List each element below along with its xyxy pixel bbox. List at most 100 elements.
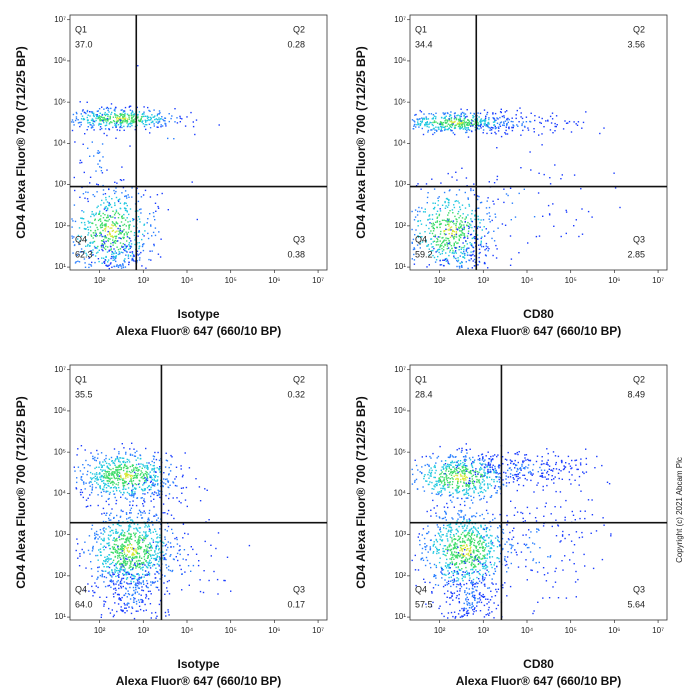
event-dot bbox=[139, 555, 141, 557]
event-dot bbox=[454, 126, 456, 128]
event-dot bbox=[568, 463, 570, 465]
event-dot bbox=[428, 214, 431, 216]
event-dot bbox=[547, 459, 549, 461]
event-dot bbox=[152, 465, 154, 467]
event-dot bbox=[156, 555, 159, 557]
event-dot bbox=[146, 477, 149, 480]
event-dot bbox=[443, 506, 446, 508]
event-dot bbox=[96, 114, 98, 116]
event-dot bbox=[443, 191, 446, 194]
event-dot bbox=[104, 585, 107, 588]
event-dot bbox=[122, 224, 124, 227]
event-dot bbox=[419, 247, 421, 249]
event-dot bbox=[123, 551, 125, 553]
event-dot bbox=[473, 484, 475, 487]
event-dot bbox=[108, 477, 110, 480]
event-dot bbox=[146, 561, 148, 564]
event-dot bbox=[173, 138, 175, 140]
event-dot bbox=[132, 552, 134, 554]
event-dot bbox=[455, 467, 458, 469]
event-dot bbox=[124, 117, 126, 120]
event-dot bbox=[146, 124, 148, 126]
event-dot bbox=[504, 120, 507, 122]
event-dot bbox=[132, 593, 134, 596]
event-dot bbox=[489, 466, 491, 469]
event-dot bbox=[109, 487, 112, 489]
x-tick-label: 10² bbox=[94, 626, 106, 635]
event-dot bbox=[492, 464, 494, 466]
event-dot bbox=[555, 463, 557, 466]
event-dot bbox=[145, 560, 147, 562]
event-dot bbox=[128, 540, 130, 542]
event-dot bbox=[447, 481, 449, 484]
event-dot bbox=[136, 578, 138, 581]
event-dot bbox=[467, 481, 470, 484]
event-dot bbox=[466, 131, 468, 133]
event-dot bbox=[453, 581, 455, 583]
event-dot bbox=[439, 253, 442, 255]
event-dot bbox=[505, 193, 508, 195]
event-dot bbox=[613, 172, 615, 174]
event-dot bbox=[478, 471, 480, 474]
event-dot bbox=[487, 463, 490, 465]
event-dot bbox=[614, 187, 617, 189]
event-dot bbox=[506, 123, 508, 125]
event-dot bbox=[102, 193, 105, 196]
event-dot bbox=[154, 227, 157, 229]
quadrant-percent: 2.85 bbox=[627, 249, 645, 259]
event-dot bbox=[150, 561, 152, 564]
event-dot bbox=[474, 471, 477, 474]
event-dot bbox=[100, 240, 103, 242]
event-dot bbox=[436, 457, 438, 459]
event-dot bbox=[445, 122, 447, 124]
event-dot bbox=[129, 122, 131, 125]
event-dot bbox=[114, 202, 116, 204]
event-dot bbox=[101, 480, 103, 482]
event-dot bbox=[87, 234, 89, 236]
event-dot bbox=[437, 249, 439, 251]
event-dot bbox=[498, 123, 501, 126]
event-dot bbox=[451, 471, 454, 473]
event-dot bbox=[490, 461, 492, 463]
event-dot bbox=[120, 599, 122, 601]
event-dot bbox=[432, 224, 434, 226]
event-dot bbox=[461, 204, 464, 206]
event-dot bbox=[144, 489, 146, 492]
event-dot bbox=[116, 114, 118, 117]
event-dot bbox=[94, 480, 96, 482]
event-dot bbox=[163, 558, 165, 561]
event-dot bbox=[87, 191, 89, 194]
event-dot bbox=[428, 113, 430, 115]
event-dot bbox=[127, 593, 130, 595]
event-dot bbox=[460, 124, 463, 126]
event-dot bbox=[154, 581, 156, 583]
event-dot bbox=[110, 235, 112, 237]
event-dot bbox=[153, 564, 156, 566]
event-dot bbox=[413, 125, 415, 127]
event-dot bbox=[477, 238, 479, 240]
event-dot bbox=[141, 245, 144, 248]
event-dot bbox=[445, 478, 448, 480]
event-dot bbox=[431, 232, 434, 235]
event-dot bbox=[134, 483, 136, 485]
event-dot bbox=[445, 119, 447, 121]
event-dot bbox=[430, 122, 432, 124]
event-dot bbox=[100, 464, 102, 466]
event-dot bbox=[446, 121, 448, 124]
event-dot bbox=[136, 591, 139, 593]
event-dot bbox=[437, 455, 440, 458]
event-dot bbox=[579, 462, 582, 464]
event-dot bbox=[457, 464, 459, 466]
event-dot bbox=[115, 538, 117, 540]
event-dot bbox=[140, 583, 142, 585]
event-dot bbox=[128, 544, 130, 546]
event-dot bbox=[117, 200, 120, 203]
event-dot bbox=[413, 248, 416, 250]
event-dot bbox=[103, 581, 105, 583]
event-dot bbox=[490, 496, 492, 498]
event-dot bbox=[83, 211, 85, 213]
event-dot bbox=[522, 460, 524, 462]
event-dot bbox=[479, 491, 482, 493]
event-dot bbox=[98, 549, 100, 551]
event-dot bbox=[141, 601, 143, 603]
